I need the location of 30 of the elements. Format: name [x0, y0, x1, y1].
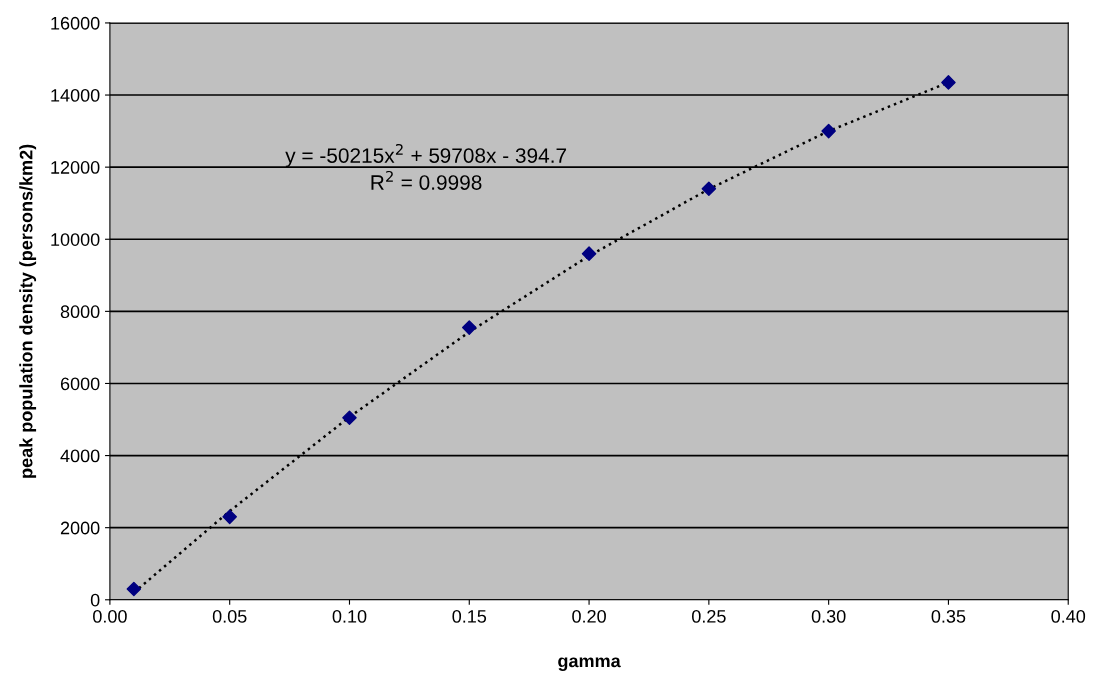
y-tick-label: 6000 [60, 377, 100, 391]
x-tick-label: 0.30 [811, 609, 846, 623]
y-tick-label: 10000 [51, 233, 100, 246]
point [342, 410, 357, 425]
y-tick-label: 8000 [60, 305, 100, 319]
y-tick-label: 12000 [51, 161, 100, 174]
x-tick-label: 0.20 [572, 609, 606, 623]
x-tick-label: 0.00 [93, 609, 127, 623]
y-axis-title: peak population density (persons/km2) [19, 144, 37, 478]
x-tick-label: 0.25 [691, 609, 726, 623]
y-tick-label: 4000 [60, 449, 100, 463]
point [701, 181, 717, 197]
y-tick-label: 0 [90, 593, 100, 607]
x-tick-label: 0.35 [931, 609, 966, 623]
point [222, 509, 237, 525]
x-tick-label: 0.15 [452, 609, 487, 623]
y-tick-label: 14000 [51, 88, 100, 102]
point [581, 246, 597, 261]
x-tick-label: 0.40 [1051, 609, 1086, 623]
annotation: y = -50215x$^{2}$ + 59708x - 394.7 [285, 143, 567, 168]
y-tick-label: 16000 [51, 16, 100, 30]
x-tick-label: 0.10 [332, 609, 367, 623]
point [126, 581, 142, 597]
point [941, 75, 956, 90]
point [461, 320, 477, 335]
y-tick-label: 2000 [60, 521, 100, 535]
x-tick-label: 0.05 [212, 609, 247, 623]
annotation: R$^{2}$ = 0.9998 [371, 170, 482, 190]
point [821, 123, 836, 139]
x-axis-title: gamma [558, 657, 621, 671]
